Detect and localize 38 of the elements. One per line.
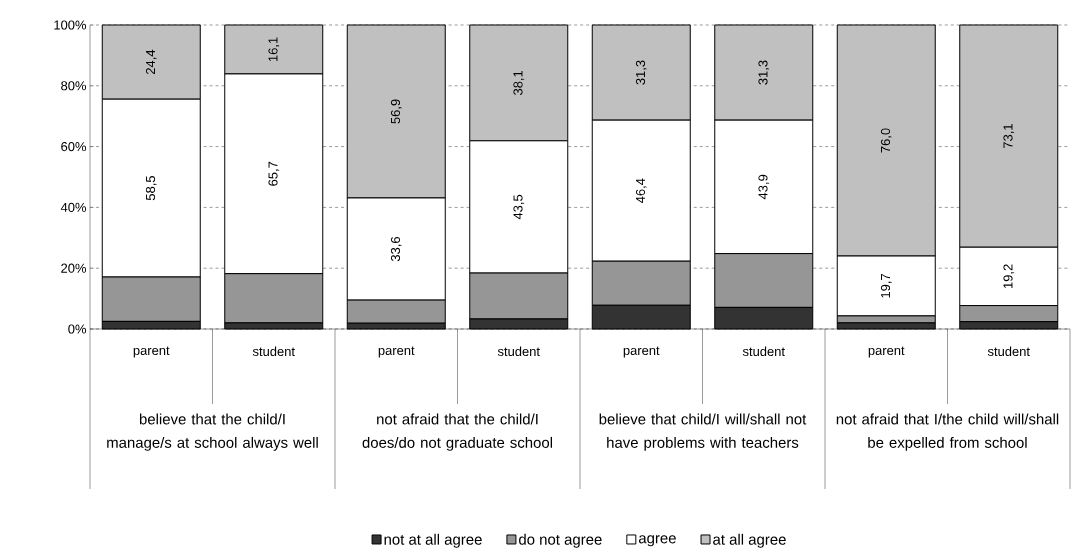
- data-label: 31,3: [758, 60, 770, 85]
- x-tick-label: parent: [133, 346, 170, 358]
- data-label: 38,1: [513, 70, 525, 95]
- data-label: 73,1: [1003, 124, 1015, 149]
- data-label: 65,7: [268, 161, 280, 186]
- data-label: 43,5: [513, 194, 525, 220]
- data-label: 46,4: [635, 178, 647, 203]
- x-tick-label: student: [987, 346, 1030, 357]
- data-label: 56,9: [390, 99, 402, 124]
- data-label: 33,6: [390, 236, 402, 262]
- data-label: 16,1: [268, 37, 280, 62]
- data-label: 58,5: [145, 176, 157, 201]
- text: not afraid that the child/I does/do not graduate school: [362, 413, 552, 451]
- y-tick-label: 100%: [54, 20, 87, 30]
- legend-label: agree: [638, 535, 676, 547]
- x-tick-label: student: [497, 346, 540, 357]
- x-tick-label: parent: [868, 346, 905, 358]
- data-label: 19,2: [1003, 264, 1015, 289]
- x-tick-label: parent: [623, 346, 660, 358]
- y-tick-label: 40%: [60, 202, 87, 212]
- text: believe that the child/I manage/s at school always well: [107, 413, 318, 451]
- x-tick-label: parent: [378, 346, 415, 358]
- y-tick-label: 80%: [61, 81, 87, 91]
- y-tick-label: 0%: [68, 324, 87, 334]
- y-tick-label: 20%: [61, 263, 87, 273]
- legend-label: not at all agree: [384, 533, 482, 548]
- data-label: 19,7: [880, 274, 892, 298]
- text: believe that child/I will/shall not have problems with teachers: [599, 413, 807, 451]
- legend-label: at all agree: [713, 533, 786, 548]
- text: not afraid that I/the child will/shall be expelled from school: [836, 413, 1059, 451]
- x-tick-label: student: [742, 346, 785, 357]
- legend-label: do not agree: [519, 533, 602, 548]
- data-label: 24,4: [145, 49, 157, 75]
- x-tick-label: student: [252, 346, 295, 357]
- y-tick-label: 60%: [61, 142, 87, 152]
- data-label: 76,0: [880, 128, 892, 153]
- data-label: 43,9: [758, 174, 770, 200]
- data-label: 31,3: [635, 60, 647, 85]
